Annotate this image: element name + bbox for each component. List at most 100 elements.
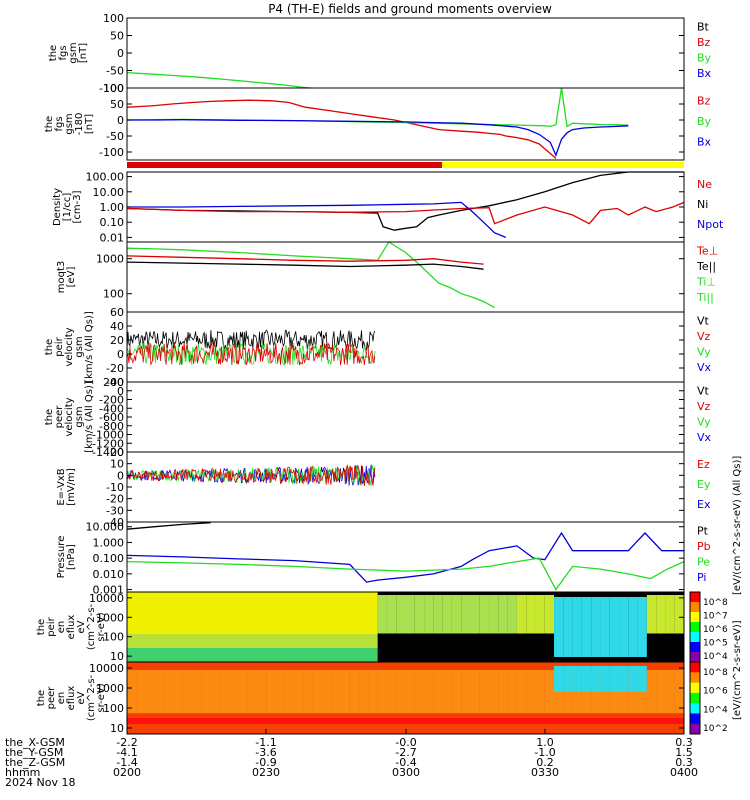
colorbar-frame	[689, 661, 701, 735]
heatmap-cell	[210, 634, 221, 648]
colorbar-segment	[690, 713, 700, 725]
heatmap-cell	[646, 595, 657, 634]
ylabel-line: gsm	[64, 113, 75, 134]
mode-bar-fast	[127, 162, 442, 168]
ylabel-line: sr-eV)	[96, 683, 107, 712]
colorbar-segment	[690, 672, 700, 684]
heatmap-cell	[396, 595, 406, 634]
colorbar-segment	[690, 703, 700, 714]
ytick-label: 40	[110, 320, 124, 333]
xaxis-value: -4.1	[116, 746, 137, 759]
ytick-label: 0.001	[93, 584, 125, 597]
heatmap-cell	[591, 666, 601, 692]
ylabel-line: fgs	[54, 116, 65, 131]
heatmap-cell	[340, 634, 351, 648]
heatmap-cell	[581, 597, 592, 657]
heatmap-cell	[386, 670, 397, 714]
heatmap-cell	[535, 595, 546, 634]
legend-item: Bt	[697, 20, 710, 33]
legend-item: Pt	[697, 524, 709, 537]
series-pressure-Pi	[126, 531, 684, 583]
ylabel-line: [mV/m]	[66, 468, 77, 506]
heatmap-cell	[266, 592, 277, 634]
ytick-label: 60	[110, 306, 124, 319]
heatmap-cell	[229, 670, 239, 714]
heatmap-cell	[136, 670, 147, 714]
ylabel-line: the	[44, 116, 55, 132]
heatmap-cell	[294, 634, 304, 648]
ytick-label: -600	[99, 411, 124, 424]
xaxis-value: 1.0	[536, 736, 554, 749]
ytick-label: 0	[117, 385, 124, 398]
heatmap-cell	[173, 648, 184, 662]
colorbar-tick: 10^2	[703, 724, 728, 734]
ylabel-density: Density [1/cc] [cm-3]	[52, 188, 83, 226]
heatmap-cell	[470, 595, 481, 634]
heatmap-cell	[321, 592, 332, 634]
ytick-label: 0	[117, 114, 124, 127]
ylabel-line: [1/cc]	[62, 193, 73, 222]
heatmap-cell	[219, 648, 230, 662]
heatmap-cell	[665, 595, 676, 634]
legend-item: Ne	[697, 178, 712, 191]
panel-fgs_zoom: 100 50 0 -50 -100 the fgs gsm -180 [nT] Bz By Bx	[44, 82, 712, 161]
heatmap-cell	[201, 634, 212, 648]
ylabel-pressure: Pressure [nPa]	[56, 536, 77, 579]
heatmap-cell	[321, 634, 332, 648]
heatmap-cell	[544, 595, 555, 634]
heatmap-cell	[182, 670, 193, 714]
ytick-label: 0.01	[100, 231, 125, 244]
ylabel-line: velocity	[64, 327, 75, 366]
heatmap-cell	[377, 595, 388, 634]
ylabel-line: eflux	[66, 686, 77, 711]
colorbar-peer_eflux: 10^8 10^6 10^4 10^2	[689, 661, 728, 735]
legend-item: Bx	[697, 136, 712, 149]
ytick-label: 10.000	[86, 521, 125, 534]
xaxis-row-label: the_Z-GSM	[5, 756, 65, 769]
heatmap-cell	[368, 648, 379, 662]
heatmap-cell	[535, 670, 546, 714]
heatmap-cell	[191, 634, 202, 648]
legend-item: Pi	[697, 571, 706, 584]
heatmap-cell	[581, 666, 592, 692]
xaxis-value: 0400	[670, 766, 698, 779]
heatmap-cell	[303, 634, 314, 648]
heatmap-cell	[331, 592, 342, 634]
heatmap-cell	[164, 592, 174, 634]
heatmap-cell	[173, 634, 184, 648]
heatmap-cell	[145, 634, 156, 648]
heatmap-cell	[256, 648, 267, 662]
ylabel-line: gsm	[74, 336, 85, 357]
heatmap-cell	[247, 592, 258, 634]
heatmap-cell	[256, 634, 267, 648]
heatmap-cell	[247, 670, 258, 714]
ylabel-line: peir	[46, 616, 57, 636]
ytick-label: 50	[110, 98, 124, 111]
ytick-label: 100	[103, 82, 124, 95]
ylabel-line: the	[48, 45, 59, 61]
heatmap-cell	[507, 595, 518, 634]
ylabel-line: sr-eV)	[96, 612, 107, 641]
ytick-label: -50	[106, 130, 124, 143]
heatmap-cell	[127, 592, 137, 634]
heatmap-cell	[526, 670, 536, 714]
ytick-label: 1.000	[93, 536, 125, 549]
xaxis-value: 0200	[113, 766, 141, 779]
ylabel-line: velocity	[64, 397, 75, 436]
ytick-label: -400	[99, 402, 124, 415]
ytick-label: 0.010	[93, 568, 125, 581]
heatmap-cell	[405, 595, 416, 634]
ylabel-line: the	[44, 339, 55, 355]
legend-item: Vx	[697, 431, 712, 444]
heatmap-cell	[424, 670, 434, 714]
ylabel-line: [eV]	[66, 267, 77, 288]
series-fgs_zoom-Bx	[127, 119, 629, 157]
ylabel-line: [nT]	[78, 43, 89, 63]
panel-density: 100.00 10.00 1.00 0.10 0.01 Density [1/cc] [cm-…	[52, 171, 724, 245]
series-temperature-Ti⊥	[126, 241, 495, 309]
heatmap-cell	[201, 648, 212, 662]
ytick-label: 10.00	[93, 186, 125, 199]
ylabel-line: en	[56, 692, 67, 705]
colorbar-peir_eflux: 10^8 10^7 10^6 10^5 10^4	[689, 591, 728, 663]
ytick-label: -20	[106, 493, 124, 506]
